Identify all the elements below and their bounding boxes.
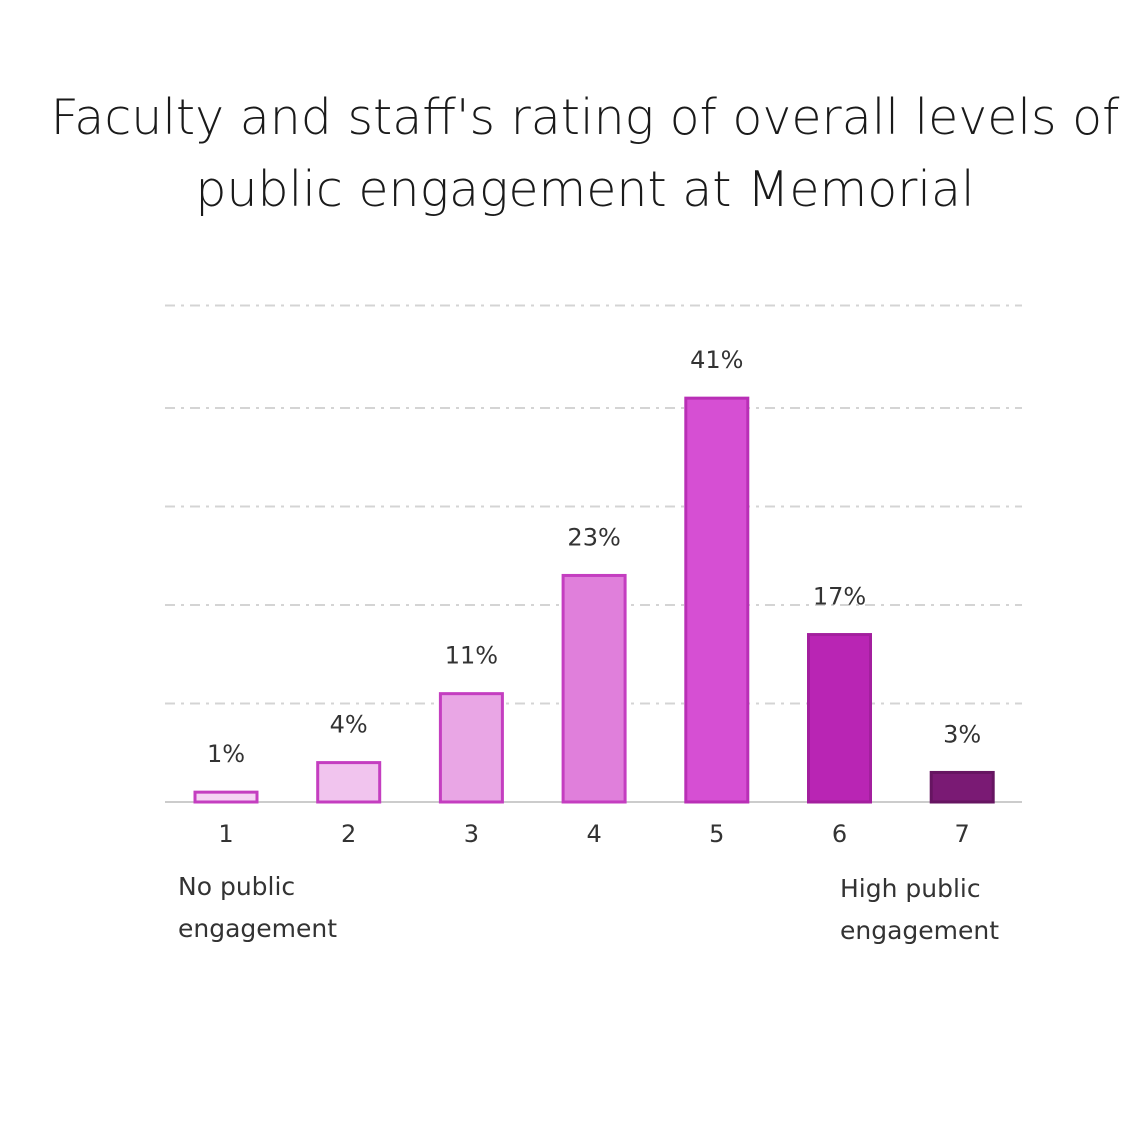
x-tick-1: 1 [218,820,233,848]
x-tick-3: 3 [464,820,479,848]
value-labels: 1% 4% 11% 23% 41% 17% 3% [207,346,981,768]
bar-7 [929,770,995,804]
value-label-6: 17% [813,583,866,611]
bar-2 [316,761,382,804]
low-end-label-line-2: engagement [178,914,337,943]
bar-6 [807,633,872,804]
value-label-1: 1% [207,740,245,768]
chart-title-line-1: Faculty and staff's rating of overall le… [50,89,1120,146]
value-label-7: 3% [943,720,981,748]
low-end-label-line-1: No public [178,872,295,901]
chart-title: Faculty and staff's rating of overall le… [40,82,1130,226]
x-tick-labels: 1 2 3 4 5 6 7 [218,820,969,848]
value-label-3: 11% [445,642,498,670]
value-label-2: 4% [330,711,368,739]
value-label-5: 41% [690,346,743,374]
x-tick-2: 2 [341,820,356,848]
chart-title-line-2: public engagement at Memorial [195,161,975,218]
value-label-4: 23% [567,523,620,551]
high-end-label-line-1: High public [840,874,981,903]
bar-3 [438,692,504,804]
x-tick-6: 6 [832,820,847,848]
bar-5 [684,396,750,804]
x-tick-5: 5 [709,820,724,848]
x-tick-4: 4 [586,820,601,848]
bars [193,396,995,804]
x-tick-7: 7 [955,820,970,848]
bar-1 [193,790,259,804]
bar-4 [561,573,627,804]
high-end-label-line-2: engagement [840,916,999,945]
